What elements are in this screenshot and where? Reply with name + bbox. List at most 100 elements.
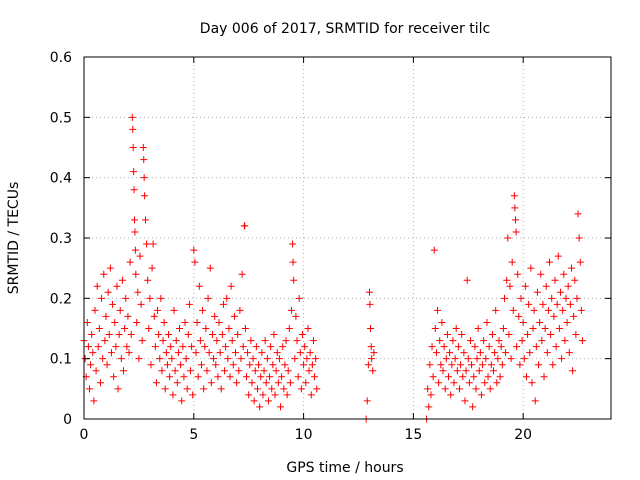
data-point: [222, 343, 230, 351]
data-point: [282, 337, 290, 345]
data-point: [120, 367, 128, 375]
data-point: [425, 403, 433, 411]
data-point: [99, 355, 107, 363]
data-point: [272, 367, 280, 375]
data-point: [212, 361, 220, 369]
data-point: [439, 367, 447, 375]
data-point: [236, 306, 244, 314]
data-point: [224, 355, 232, 363]
data-point: [450, 379, 458, 387]
data-point: [238, 270, 246, 278]
data-point: [498, 361, 506, 369]
data-point: [554, 252, 562, 260]
data-point: [233, 379, 241, 387]
data-point: [295, 294, 303, 302]
data-point: [364, 361, 372, 369]
data-point: [531, 397, 539, 405]
data-point: [260, 367, 268, 375]
data-point: [208, 331, 216, 339]
data-point: [121, 325, 129, 332]
data-point: [494, 355, 502, 363]
data-point: [304, 325, 312, 332]
data-point: [246, 361, 254, 369]
data-point: [280, 385, 288, 393]
data-point: [206, 264, 214, 272]
data-point: [178, 397, 186, 405]
data-point: [274, 379, 282, 387]
x-axis-label: GPS time / hours: [286, 460, 403, 476]
data-point: [242, 373, 250, 381]
data-point: [573, 294, 581, 302]
data-point: [296, 349, 304, 357]
data-point: [259, 391, 267, 399]
data-point: [200, 385, 208, 393]
data-point: [481, 379, 489, 387]
y-tick-label: 0.1: [50, 352, 72, 368]
data-point: [524, 331, 532, 339]
data-point: [125, 349, 133, 357]
data-point: [290, 276, 298, 284]
data-point: [147, 361, 155, 369]
grid: [84, 57, 611, 419]
data-point: [448, 361, 456, 369]
data-point: [544, 306, 552, 314]
chart-title: Day 006 of 2017, SRMTID for receiver til…: [200, 21, 490, 37]
data-point: [183, 385, 191, 393]
data-point: [533, 288, 541, 296]
data-point: [440, 343, 448, 351]
data-point: [216, 349, 224, 357]
data-point: [91, 306, 99, 314]
data-point: [130, 186, 138, 194]
data-point: [241, 222, 249, 230]
data-point: [90, 397, 98, 405]
data-point: [435, 379, 443, 387]
data-point: [205, 349, 213, 357]
data-point: [253, 385, 261, 393]
data-point: [169, 391, 177, 399]
data-point: [574, 210, 582, 218]
data-point: [92, 367, 100, 375]
data-point: [538, 337, 546, 345]
data-point: [161, 385, 169, 393]
data-point: [230, 312, 238, 320]
data-point: [438, 318, 446, 326]
data-point: [427, 391, 435, 399]
data-point: [89, 349, 97, 357]
data-point: [166, 373, 174, 381]
data-point: [140, 174, 148, 182]
data-point: [225, 325, 233, 332]
data-point: [497, 343, 505, 351]
data-point: [578, 337, 586, 345]
data-point: [190, 246, 198, 254]
data-point: [103, 361, 111, 369]
data-point: [114, 385, 122, 393]
data-point: [475, 367, 483, 375]
data-point: [431, 325, 439, 332]
data-point: [131, 216, 139, 224]
data-point: [128, 113, 136, 121]
data-point: [266, 373, 274, 381]
data-point: [113, 282, 121, 290]
data-point: [261, 337, 269, 345]
data-point: [291, 355, 299, 363]
data-point: [550, 312, 558, 320]
data-point: [154, 306, 162, 314]
data-point: [541, 325, 549, 332]
data-point: [180, 373, 188, 381]
data-point: [483, 318, 491, 326]
x-tick-label: 20: [514, 427, 532, 443]
data-point: [441, 385, 449, 393]
data-point: [462, 367, 470, 375]
data-point: [237, 355, 245, 363]
data-point: [131, 246, 139, 254]
data-point: [305, 367, 313, 375]
data-point: [145, 325, 153, 332]
data-point: [151, 343, 159, 351]
data-point: [221, 367, 229, 375]
data-point: [234, 331, 242, 339]
data-point: [547, 331, 555, 339]
data-point: [532, 343, 540, 351]
data-point: [572, 331, 580, 339]
data-point: [270, 331, 278, 339]
data-point: [529, 325, 537, 332]
